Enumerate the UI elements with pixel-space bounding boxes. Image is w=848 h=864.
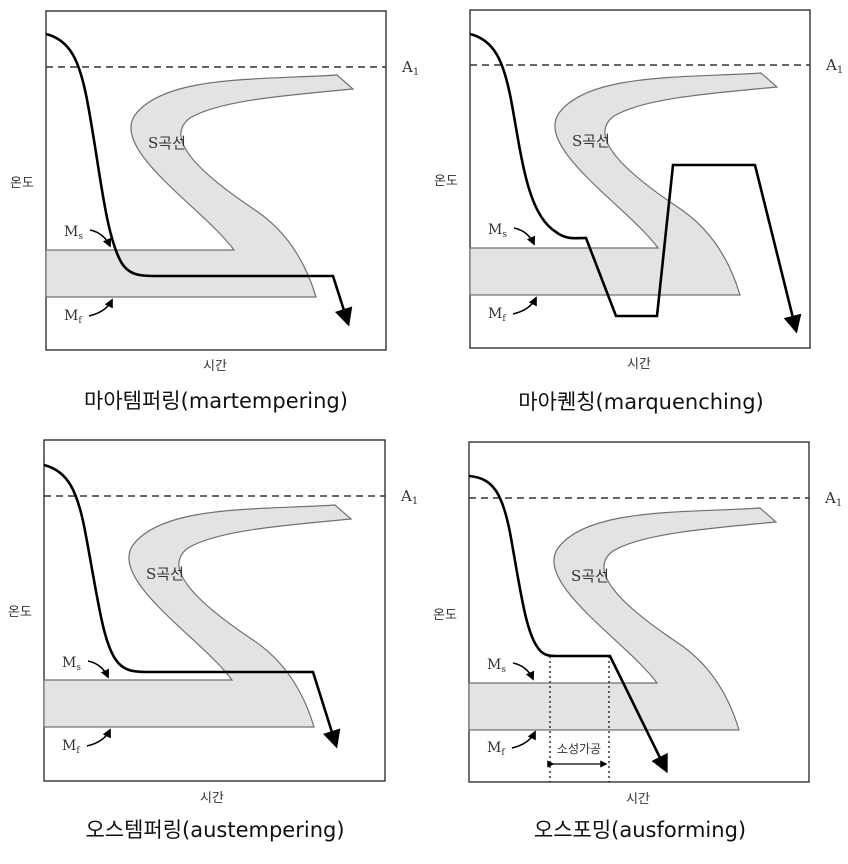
s-curve-band xyxy=(469,72,779,296)
ms-label: Ms xyxy=(488,222,507,240)
mf-label: Mf xyxy=(487,740,505,758)
plot-frame xyxy=(469,9,811,349)
ms-label: Ms xyxy=(62,655,81,673)
temperature-axis-label: 온도 xyxy=(434,174,458,189)
mf-label: Mf xyxy=(62,738,80,756)
s-curve-label: S곡선 xyxy=(572,132,610,150)
panel-marquenching: A1 S곡선 온도 시간 Ms Mf 마아퀜칭(marquenching) xyxy=(434,9,843,414)
s-curve-band xyxy=(45,74,355,298)
time-axis-label: 시간 xyxy=(627,357,651,372)
mf-pointer-arrow xyxy=(511,730,536,749)
a1-label: A1 xyxy=(400,487,418,507)
plot-frame xyxy=(45,10,387,351)
cooling-curve xyxy=(45,32,353,327)
ms-pointer-arrow xyxy=(87,660,110,679)
a1-label: A1 xyxy=(824,489,842,509)
ms-pointer-arrow xyxy=(512,662,535,681)
temperature-axis-label: 온도 xyxy=(8,605,32,620)
plot-frame xyxy=(468,441,810,783)
ms-label: Ms xyxy=(487,657,506,675)
s-curve-label: S곡선 xyxy=(571,567,609,585)
mf-pointer-arrow xyxy=(88,298,113,317)
s-curve-label: S곡선 xyxy=(148,134,186,152)
ms-pointer-arrow xyxy=(89,229,112,248)
plot-frame xyxy=(43,439,386,782)
s-curve-band xyxy=(43,504,353,728)
a1-label: A1 xyxy=(401,58,419,78)
mf-label: Mf xyxy=(488,306,506,324)
panel-caption: 마아퀜칭(marquenching) xyxy=(518,390,763,414)
panel-austempering: A1 S곡선 온도 시간 Ms Mf 오스템퍼링(austempering) xyxy=(8,439,418,842)
panel-ausforming: A1 S곡선 온도 시간 Ms Mf 소성가공 오스포밍(ausforming) xyxy=(433,441,842,842)
ms-label: Ms xyxy=(64,224,83,242)
panel-caption: 오스포밍(ausforming) xyxy=(534,818,746,842)
ms-pointer-arrow xyxy=(513,227,536,246)
mf-pointer-arrow xyxy=(512,296,537,315)
s-curve-band xyxy=(468,507,778,731)
a1-label: A1 xyxy=(825,56,843,76)
cooling-curve xyxy=(43,463,341,749)
cooling-curve xyxy=(468,474,668,774)
temperature-axis-label: 온도 xyxy=(10,176,34,191)
plastic-working-label: 소성가공 xyxy=(557,742,601,756)
time-axis-label: 시간 xyxy=(203,359,227,374)
mf-label: Mf xyxy=(64,308,82,326)
panel-martempering: A1 S곡선 온도 시간 Ms Mf 마아템퍼링(martempering) xyxy=(10,10,419,413)
cooling-curve xyxy=(469,32,802,334)
mf-pointer-arrow xyxy=(86,728,111,747)
time-axis-label: 시간 xyxy=(626,792,650,807)
panel-caption: 마아템퍼링(martempering) xyxy=(84,389,348,413)
time-axis-label: 시간 xyxy=(200,791,224,806)
temperature-axis-label: 온도 xyxy=(433,608,457,623)
panel-caption: 오스템퍼링(austempering) xyxy=(85,818,344,842)
s-curve-label: S곡선 xyxy=(146,565,184,583)
